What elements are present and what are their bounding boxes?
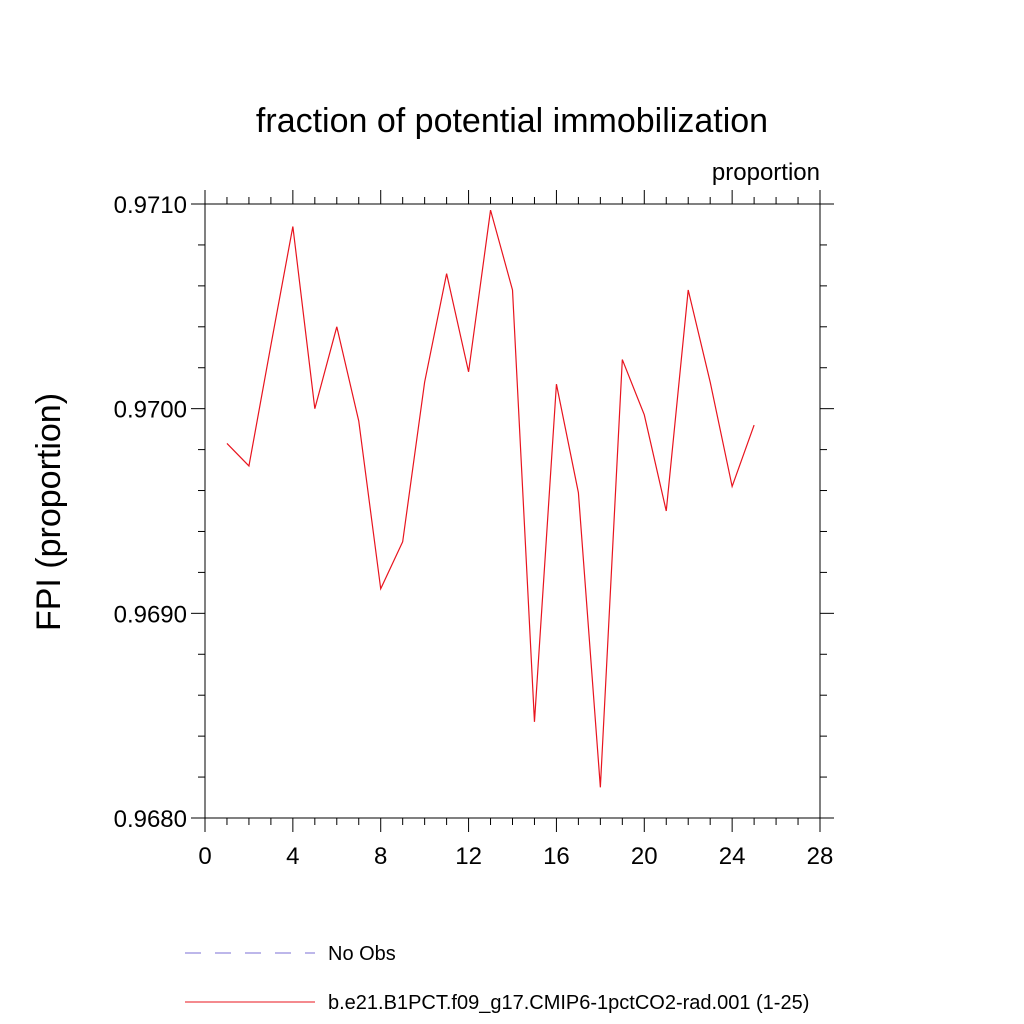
x-tick-label: 28 bbox=[807, 843, 834, 870]
series-lines bbox=[226, 209, 755, 788]
x-tick-label: 12 bbox=[455, 843, 482, 870]
data-point bbox=[622, 359, 623, 360]
y-tick-label: 0.9710 bbox=[114, 192, 187, 219]
data-point bbox=[732, 486, 733, 487]
y-tick-label: 0.9700 bbox=[114, 397, 187, 424]
data-point bbox=[248, 465, 249, 466]
minor-ticks bbox=[198, 197, 827, 825]
data-point bbox=[270, 345, 271, 346]
data-point bbox=[512, 289, 513, 290]
x-tick-label: 24 bbox=[719, 843, 746, 870]
data-point bbox=[468, 371, 469, 372]
data-point bbox=[754, 424, 755, 425]
data-point bbox=[490, 210, 491, 211]
series-line-0 bbox=[226, 209, 755, 788]
data-point bbox=[358, 420, 359, 421]
units-label: proportion bbox=[712, 159, 820, 186]
data-point bbox=[710, 381, 711, 382]
legend-label-no-obs: No Obs bbox=[328, 943, 396, 965]
data-point bbox=[534, 721, 535, 722]
data-point bbox=[314, 408, 315, 409]
x-tick-label: 0 bbox=[198, 843, 211, 870]
data-point bbox=[600, 787, 601, 788]
data-point bbox=[424, 381, 425, 382]
x-tick-label: 16 bbox=[543, 843, 570, 870]
data-point bbox=[644, 414, 645, 415]
data-point bbox=[402, 541, 403, 542]
data-point bbox=[666, 510, 667, 511]
y-axis-label: FPI (proportion) bbox=[30, 393, 68, 631]
major-ticks bbox=[191, 190, 834, 832]
data-point bbox=[446, 273, 447, 274]
x-tick-label: 8 bbox=[374, 843, 387, 870]
data-point bbox=[226, 443, 227, 444]
data-point bbox=[578, 492, 579, 493]
data-point bbox=[556, 384, 557, 385]
data-point bbox=[688, 289, 689, 290]
x-tick-label: 20 bbox=[631, 843, 658, 870]
y-tick-label: 0.9690 bbox=[114, 601, 187, 628]
legend: No Obs b.e21.B1PCT.f09_g17.CMIP6-1pctCO2… bbox=[185, 943, 809, 1014]
legend-label-model-run: b.e21.B1PCT.f09_g17.CMIP6-1pctCO2-rad.00… bbox=[328, 992, 809, 1014]
x-tick-label: 4 bbox=[286, 843, 299, 870]
y-tick-labels: 0.9680 0.9690 0.9700 0.9710 bbox=[114, 192, 187, 833]
x-tick-labels: 0 4 8 12 16 20 24 28 bbox=[198, 843, 833, 870]
data-point bbox=[292, 226, 293, 227]
data-point bbox=[380, 588, 381, 589]
data-point bbox=[336, 326, 337, 327]
chart-title: fraction of potential immobilization bbox=[256, 102, 768, 140]
y-tick-label: 0.9680 bbox=[114, 806, 187, 833]
